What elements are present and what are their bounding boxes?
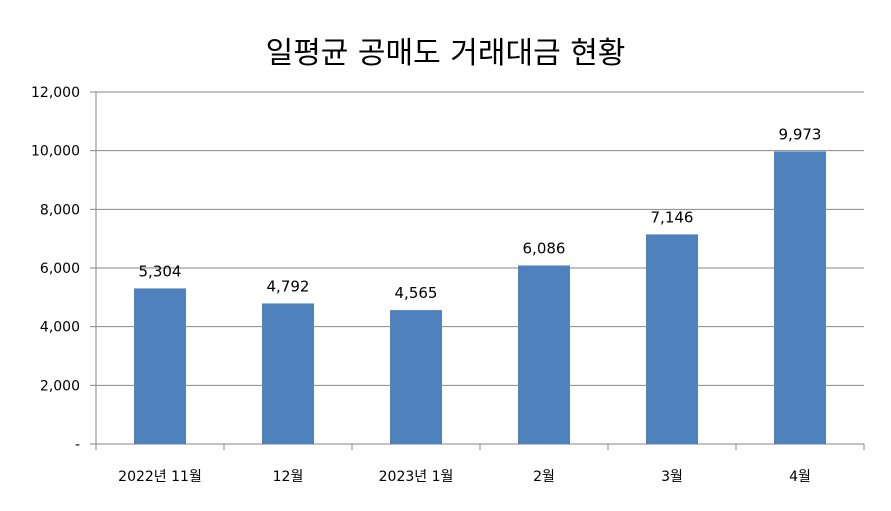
y-tick-label: 2,000 bbox=[40, 378, 80, 394]
x-tick-label: 12월 bbox=[273, 469, 304, 485]
data-label: 4,792 bbox=[267, 277, 310, 295]
x-tick-label: 3월 bbox=[661, 469, 683, 485]
y-tick-label: 12,000 bbox=[31, 85, 80, 101]
data-label: 4,565 bbox=[395, 284, 438, 302]
bar bbox=[774, 151, 826, 444]
x-tick-label: 2023년 1월 bbox=[379, 469, 454, 485]
data-label: 5,304 bbox=[139, 262, 182, 280]
y-tick-label: 8,000 bbox=[40, 202, 80, 218]
x-tick-label: 4월 bbox=[789, 469, 811, 485]
data-label: 6,086 bbox=[523, 239, 566, 257]
bar bbox=[262, 303, 314, 444]
y-tick-label: 10,000 bbox=[31, 144, 80, 160]
chart-title: 일평균 공매도 거래대금 현황 bbox=[265, 36, 626, 71]
data-label: 9,973 bbox=[779, 125, 822, 143]
data-label: 7,146 bbox=[651, 208, 694, 226]
y-tick-label: - bbox=[75, 437, 80, 453]
bar bbox=[518, 265, 570, 444]
y-tick-label: 4,000 bbox=[40, 320, 80, 336]
x-tick-label: 2022년 11월 bbox=[118, 469, 202, 485]
bar bbox=[390, 310, 442, 444]
bar bbox=[646, 234, 698, 444]
bar bbox=[134, 288, 186, 444]
y-tick-label: 6,000 bbox=[40, 261, 80, 277]
x-tick-label: 2월 bbox=[533, 469, 555, 485]
